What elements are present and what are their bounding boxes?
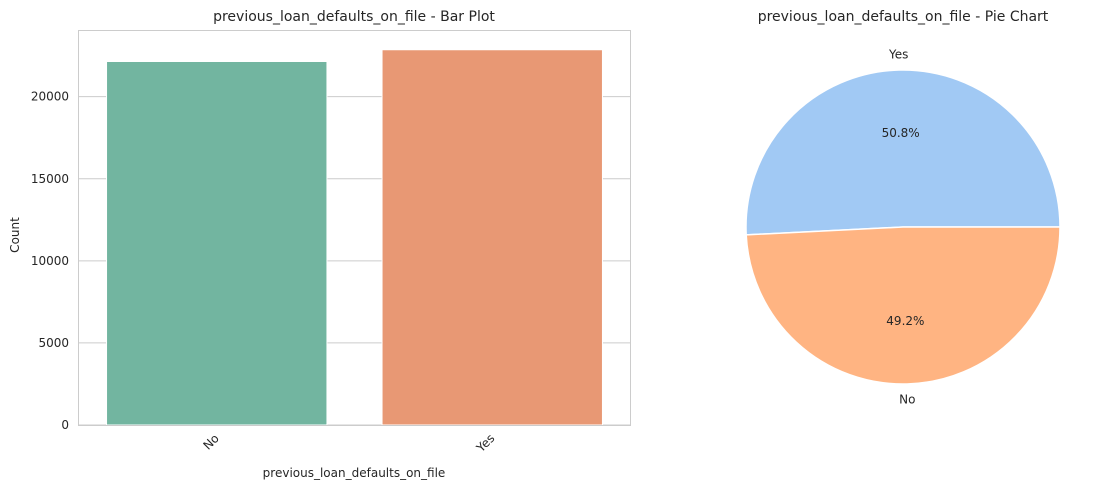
bar-chart: previous_loan_defaults_on_file - Bar Plo… (8, 9, 631, 480)
bar-y-tick-label: 5000 (38, 336, 69, 350)
pie-percent-label: 50.8% (882, 126, 920, 140)
pie-category-label: No (899, 393, 915, 407)
pie-slice-yes (745, 69, 1061, 236)
pie-percent-label: 49.2% (886, 314, 924, 328)
bar-plot-frame (78, 30, 631, 426)
bar-no (106, 61, 328, 426)
bar-y-tick-label: 0 (61, 418, 69, 432)
bar-chart-title: previous_loan_defaults_on_file - Bar Plo… (213, 9, 495, 25)
bar-y-tick-label: 20000 (31, 90, 69, 104)
bar-x-tick-label: Yes (473, 431, 497, 455)
bar-y-tick-label: 15000 (31, 172, 69, 186)
pie-category-label: Yes (888, 47, 908, 61)
bar-y-axis-label: Count (8, 217, 22, 253)
bar-x-axis-label: previous_loan_defaults_on_file (263, 466, 446, 480)
bar-x-tick-label: No (200, 431, 221, 452)
pie-chart: previous_loan_defaults_on_file - Pie Cha… (745, 9, 1061, 407)
bar-yes (381, 49, 603, 426)
bar-y-tick-label: 10000 (31, 254, 69, 268)
pie-slice-no (745, 226, 1061, 385)
pie-chart-title: previous_loan_defaults_on_file - Pie Cha… (758, 9, 1049, 25)
